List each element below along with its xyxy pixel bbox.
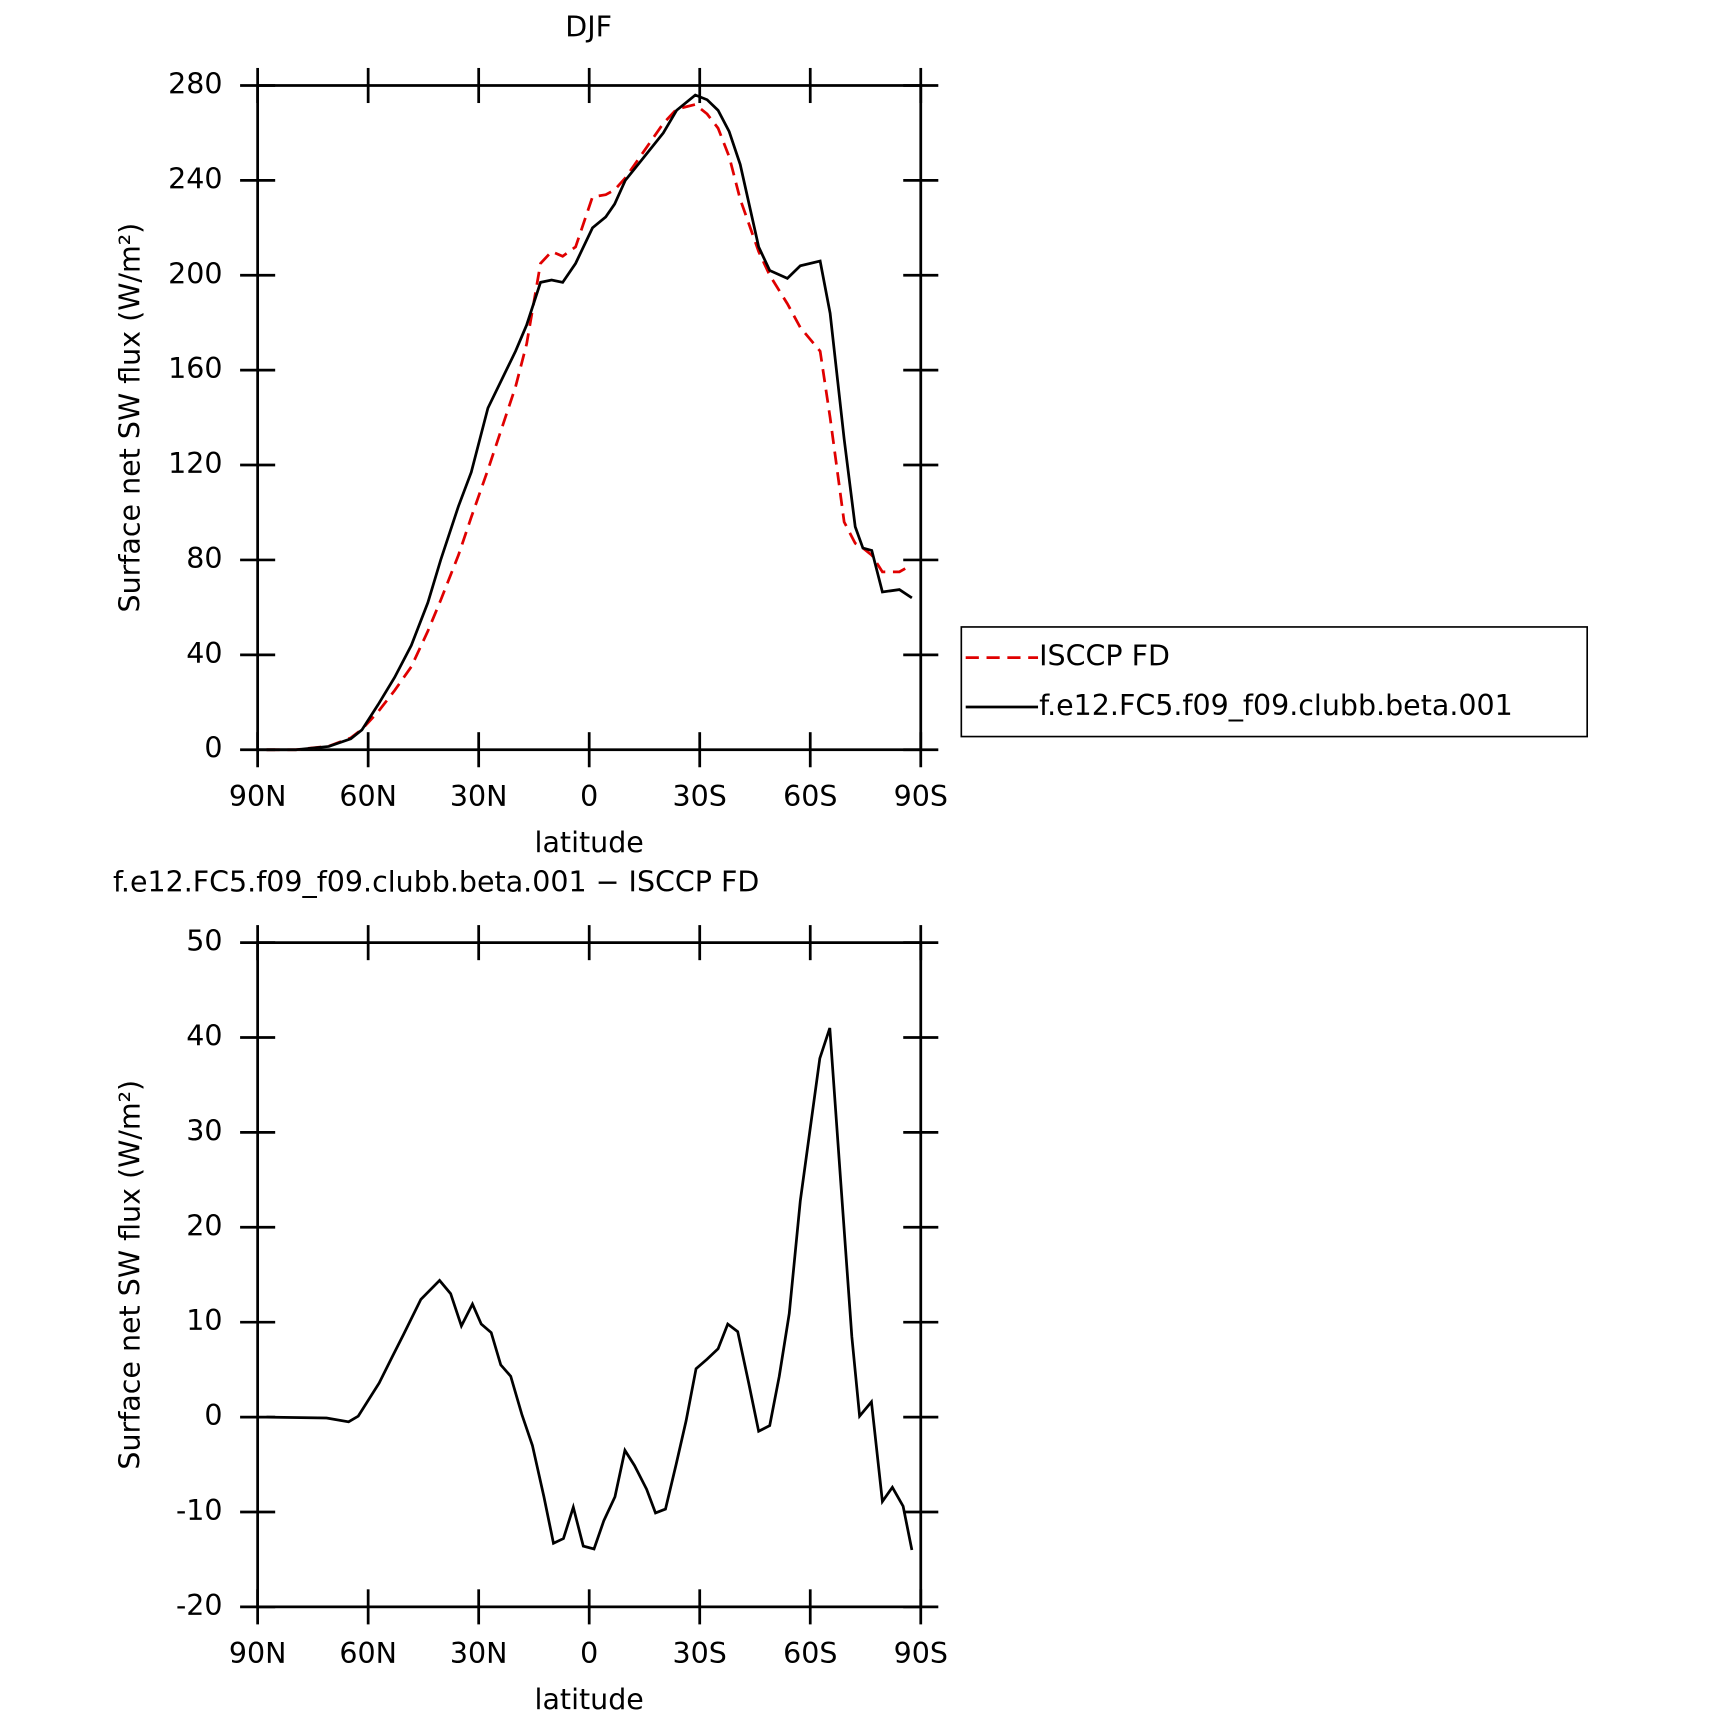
x-tick-label: 90N bbox=[229, 780, 287, 813]
x-tick-label: 60S bbox=[783, 780, 837, 813]
x-tick-label: 90S bbox=[894, 1637, 948, 1670]
y-tick-label: 0 bbox=[204, 1399, 222, 1432]
x-tick-label: 30N bbox=[450, 780, 508, 813]
y-axis-label: Surface net SW flux (W/m²) bbox=[114, 223, 147, 613]
x-tick-label: 30S bbox=[673, 780, 727, 813]
plot-frame bbox=[256, 941, 923, 1609]
y-tick-label: 280 bbox=[168, 67, 222, 100]
x-tick-label: 60N bbox=[339, 1637, 397, 1670]
chart-title: DJF bbox=[565, 10, 612, 43]
y-tick-label: 0 bbox=[204, 732, 222, 765]
y-tick-label: 40 bbox=[186, 637, 222, 670]
y-tick-label: 80 bbox=[186, 542, 222, 575]
x-tick-label: 60N bbox=[339, 780, 397, 813]
x-tick-label: 30N bbox=[450, 1637, 508, 1670]
x-tick-label: 60S bbox=[783, 1637, 837, 1670]
x-tick-label: 30S bbox=[673, 1637, 727, 1670]
data-line bbox=[266, 93, 913, 752]
y-tick-label: 10 bbox=[186, 1304, 222, 1337]
y-tick-label: 240 bbox=[168, 162, 222, 195]
chart-title: f.e12.FC5.f09_f09.clubb.beta.001 − ISCCP… bbox=[113, 865, 759, 898]
y-tick-label: -10 bbox=[176, 1494, 223, 1527]
y-tick-label: 30 bbox=[186, 1114, 222, 1147]
x-axis-label: latitude bbox=[535, 1683, 644, 1716]
y-tick-label: 50 bbox=[186, 925, 222, 958]
y-tick-label: 20 bbox=[186, 1209, 222, 1242]
x-tick-label: 0 bbox=[580, 1637, 598, 1670]
legend-box bbox=[960, 626, 1589, 738]
x-tick-label: 0 bbox=[580, 780, 598, 813]
plot-frame bbox=[256, 84, 923, 752]
data-line bbox=[266, 102, 913, 752]
x-tick-label: 90S bbox=[894, 780, 948, 813]
legend-label: f.e12.FC5.f09_f09.clubb.beta.001 bbox=[1039, 689, 1513, 722]
y-tick-label: 160 bbox=[168, 352, 222, 385]
y-tick-label: 200 bbox=[168, 257, 222, 290]
y-tick-label: -20 bbox=[176, 1589, 223, 1622]
y-tick-label: 40 bbox=[186, 1020, 222, 1053]
y-tick-label: 120 bbox=[168, 447, 222, 480]
y-axis-label: Surface net SW flux (W/m²) bbox=[114, 1080, 147, 1470]
x-axis-label: latitude bbox=[535, 826, 644, 859]
data-line bbox=[266, 1027, 914, 1551]
x-tick-label: 90N bbox=[229, 1637, 287, 1670]
legend-label: ISCCP FD bbox=[1039, 640, 1170, 673]
